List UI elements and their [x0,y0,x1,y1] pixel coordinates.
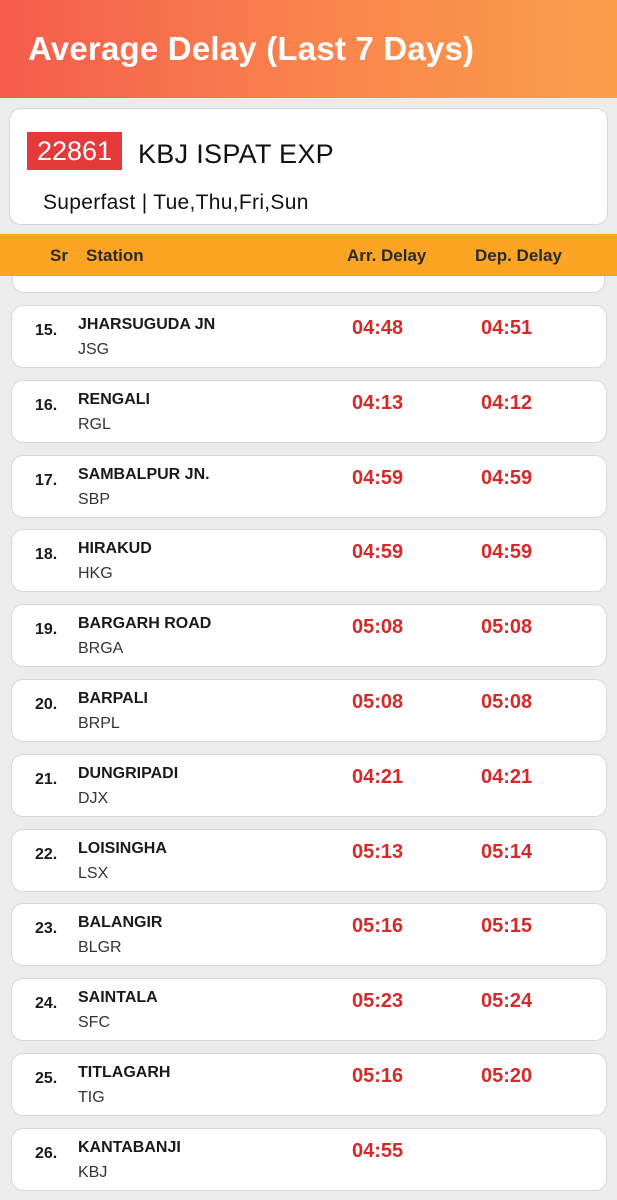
station-code: BRGA [78,640,124,657]
station-serial-number: 19. [35,621,58,638]
departure-delay: 05:20 [481,1065,533,1087]
station-code: TIG [78,1089,105,1106]
station-code: LSX [78,865,109,882]
station-name: SAINTALA [78,989,158,1006]
column-header-arrival-delay: Arr. Delay [347,246,427,265]
station-serial-number: 26. [35,1145,58,1162]
arrival-delay: 05:16 [352,915,404,937]
column-header-sr: Sr [50,246,68,265]
station-row[interactable]: 15. JHARSUGUDA JN JSG 04:48 04:51 [11,305,607,368]
train-type-and-days: Superfast | Tue,Thu,Fri,Sun [43,191,309,214]
arrival-delay: 05:16 [352,1065,404,1087]
previous-row-fragment [12,276,605,293]
station-delay-list[interactable]: 15. JHARSUGUDA JN JSG 04:48 04:51 16. RENGALI R… [0,276,617,1200]
station-name: BARPALI [78,690,148,707]
station-name: SAMBALPUR JN. [78,466,210,483]
station-row[interactable]: 25. TITLAGARH TIG 05:16 05:20 [11,1053,607,1116]
departure-delay: 05:14 [481,841,533,863]
train-info-card: 22861 KBJ ISPAT EXP Superfast | Tue,Thu,… [9,108,608,225]
departure-delay: 04:21 [481,766,533,788]
station-name: LOISINGHA [78,840,167,857]
station-row[interactable]: 20. BARPALI BRPL 05:08 05:08 [11,679,607,742]
train-name: KBJ ISPAT EXP [138,139,334,169]
station-serial-number: 17. [35,472,58,489]
arrival-delay: 04:55 [352,1140,404,1162]
station-serial-number: 20. [35,696,58,713]
station-name: HIRAKUD [78,540,152,557]
column-header-departure-delay: Dep. Delay [475,246,562,265]
arrival-delay: 04:59 [352,541,404,563]
station-serial-number: 21. [35,771,58,788]
station-code: HKG [78,565,113,582]
station-code: SBP [78,491,111,508]
station-code: BLGR [78,939,122,956]
station-row[interactable]: 22. LOISINGHA LSX 05:13 05:14 [11,829,607,892]
station-serial-number: 18. [35,546,58,563]
station-row[interactable]: 21. DUNGRIPADI DJX 04:21 04:21 [11,754,607,817]
station-row[interactable]: 23. BALANGIR BLGR 05:16 05:15 [11,903,607,966]
station-code: BRPL [78,715,120,732]
arrival-delay: 05:08 [352,616,404,638]
station-name: BARGARH ROAD [78,615,212,632]
station-serial-number: 23. [35,920,58,937]
station-row[interactable]: 19. BARGARH ROAD BRGA 05:08 05:08 [11,604,607,667]
station-code: SFC [78,1014,110,1031]
station-row[interactable]: 24. SAINTALA SFC 05:23 05:24 [11,978,607,1041]
station-code: KBJ [78,1164,108,1181]
station-serial-number: 15. [35,322,58,339]
departure-delay: 05:08 [481,691,533,713]
station-name: JHARSUGUDA JN [78,316,216,333]
station-row[interactable]: 18. HIRAKUD HKG 04:59 04:59 [11,529,607,592]
table-header: Sr Station Arr. Delay Dep. Delay [0,234,617,276]
station-serial-number: 24. [35,995,58,1012]
departure-delay: 04:12 [481,392,533,414]
arrival-delay: 04:48 [352,317,404,339]
station-row[interactable]: 26. KANTABANJI KBJ 04:55 [11,1128,607,1191]
station-code: DJX [78,790,109,807]
departure-delay: 04:59 [481,541,533,563]
arrival-delay: 04:59 [352,467,404,489]
arrival-delay: 04:21 [352,766,404,788]
station-name: TITLAGARH [78,1064,171,1081]
departure-delay: 05:24 [481,990,533,1012]
station-name: BALANGIR [78,914,163,931]
departure-delay: 05:08 [481,616,533,638]
page-title: Average Delay (Last 7 Days) [28,30,475,67]
station-row[interactable]: 16. RENGALI RGL 04:13 04:12 [11,380,607,443]
station-serial-number: 25. [35,1070,58,1087]
station-code: JSG [78,341,110,358]
departure-delay: 04:59 [481,467,533,489]
station-name: DUNGRIPADI [78,765,179,782]
departure-delay: 04:51 [481,317,533,339]
departure-delay: 05:15 [481,915,533,937]
station-row[interactable]: 17. SAMBALPUR JN. SBP 04:59 04:59 [11,455,607,518]
train-number-badge: 22861 [27,132,122,170]
station-name: KANTABANJI [78,1139,181,1156]
station-serial-number: 16. [35,397,58,414]
arrival-delay: 05:23 [352,990,404,1012]
arrival-delay: 05:13 [352,841,404,863]
column-header-station: Station [86,246,144,265]
station-code: RGL [78,416,111,433]
app-header: Average Delay (Last 7 Days) [0,0,617,98]
arrival-delay: 05:08 [352,691,404,713]
station-serial-number: 22. [35,846,58,863]
arrival-delay: 04:13 [352,392,404,414]
station-name: RENGALI [78,391,150,408]
